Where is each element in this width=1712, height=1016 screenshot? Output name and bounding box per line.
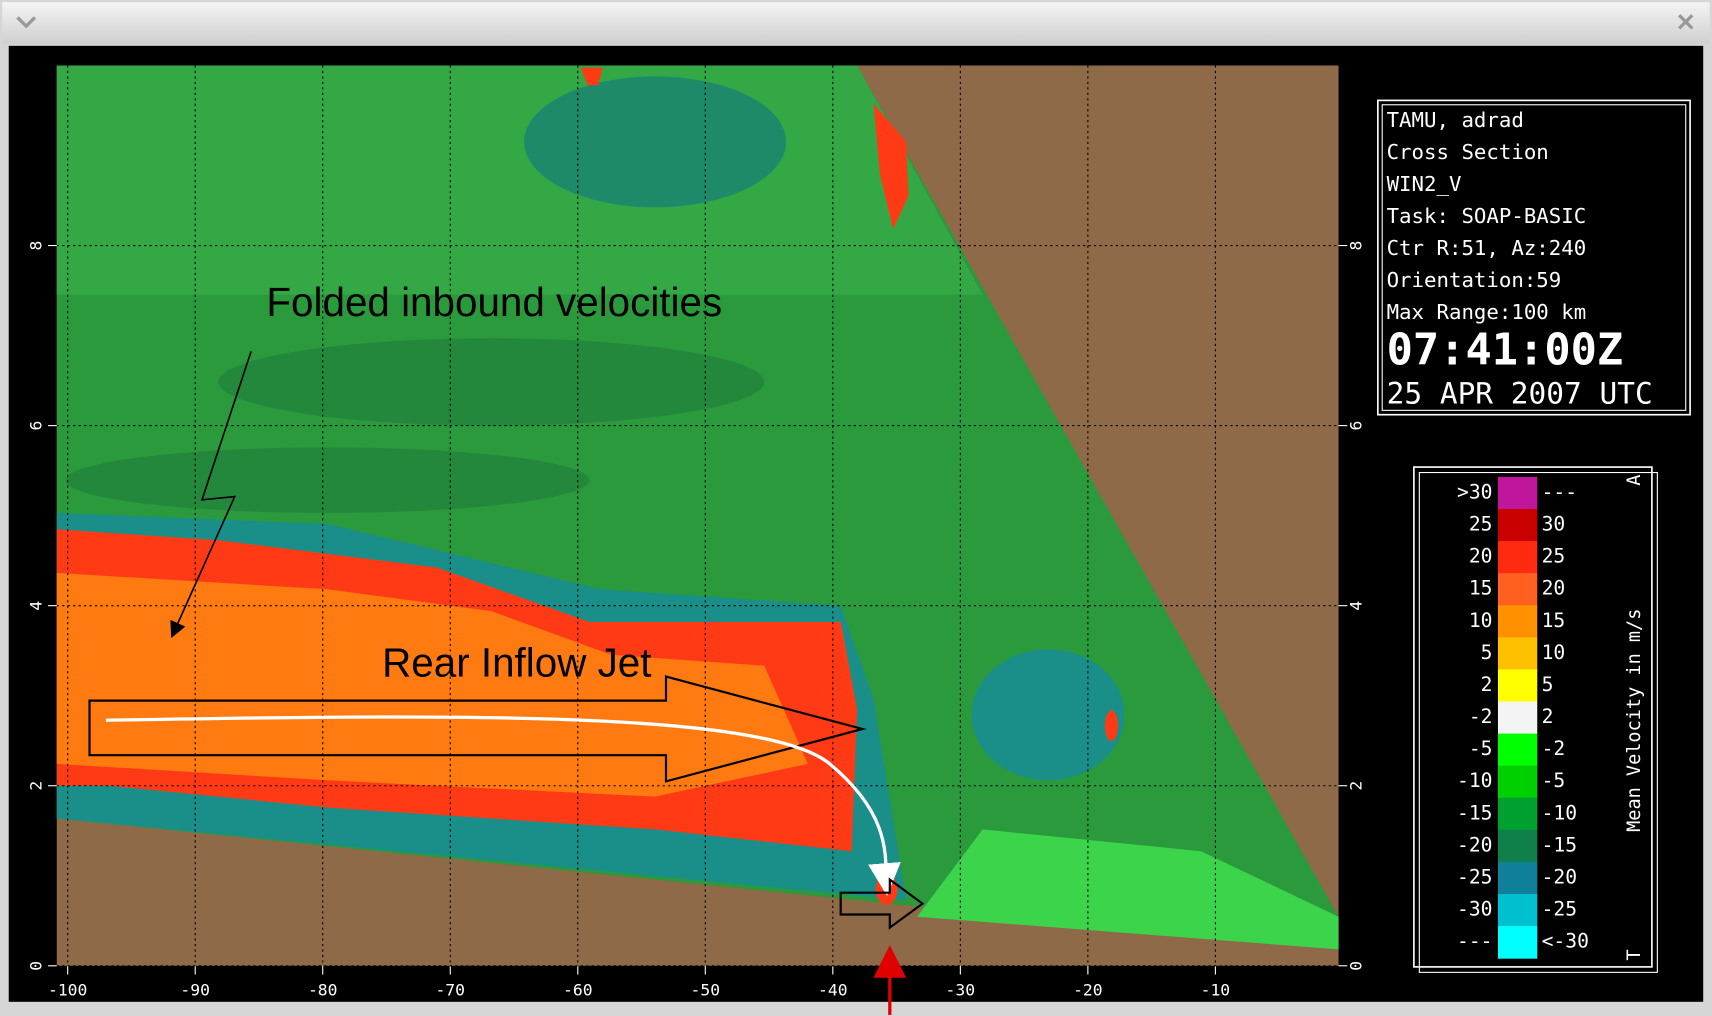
legend-label: -15 (1457, 801, 1492, 824)
legend-label: 15 (1542, 609, 1566, 632)
legend-swatch (1498, 798, 1537, 831)
legend-swatch (1498, 830, 1537, 863)
y-tick-label: 2 (27, 781, 46, 791)
y-tick-label: 0 (1347, 961, 1366, 971)
legend-swatch (1498, 862, 1537, 895)
legend-label: -15 (1542, 833, 1577, 856)
info-line: Ctr R:51, Az:240 (1387, 236, 1587, 260)
legend-label: -20 (1542, 865, 1577, 888)
legend-swatch (1498, 734, 1537, 767)
legend-label: -2 (1469, 705, 1493, 728)
x-tick-label: -60 (563, 980, 593, 999)
x-tick-label: -70 (435, 980, 465, 999)
info-line: Max Range:100 km (1387, 300, 1587, 324)
y-tick-label: 2 (1347, 781, 1366, 791)
legend-label: 2 (1481, 673, 1493, 696)
legend-swatch (1498, 573, 1537, 606)
legend-swatch (1498, 669, 1537, 702)
window: -100-90-80-70-60-50-40-30-20-10002244668… (0, 0, 1712, 1016)
legend-swatch (1498, 477, 1537, 510)
legend-label: -10 (1457, 769, 1492, 792)
legend-label: 30 (1542, 513, 1566, 536)
legend-swatch (1498, 926, 1537, 959)
info-line: Cross Section (1387, 140, 1549, 164)
legend-swatch (1498, 541, 1537, 574)
legend-swatch (1498, 701, 1537, 734)
info-line: Task: SOAP-BASIC (1387, 204, 1587, 228)
y-tick-label: 4 (27, 601, 46, 611)
info-line: WIN2_V (1387, 172, 1462, 196)
x-tick-label: -30 (946, 980, 976, 999)
legend-label: -25 (1457, 865, 1492, 888)
x-tick-label: -90 (180, 980, 210, 999)
legend-mark: T (1624, 949, 1645, 960)
x-tick-label: -50 (691, 980, 721, 999)
legend-label: -5 (1542, 769, 1566, 792)
y-tick-label: 6 (27, 421, 46, 431)
legend-swatch (1498, 605, 1537, 638)
legend-label: <-30 (1542, 930, 1589, 953)
legend-label: 20 (1542, 577, 1566, 600)
legend-title: Mean Velocity in m/s (1624, 609, 1645, 832)
info-line: TAMU, adrad (1387, 108, 1524, 132)
title-bar (2, 2, 1710, 43)
legend-swatch (1498, 766, 1537, 799)
legend-label: -10 (1542, 801, 1577, 824)
legend-label: -30 (1457, 898, 1492, 921)
annotation: Folded inbound velocities (266, 279, 722, 325)
legend-label: 25 (1469, 513, 1493, 536)
legend-label: --- (1542, 480, 1577, 503)
legend-label: -20 (1457, 833, 1492, 856)
legend-label: 10 (1542, 641, 1566, 664)
legend-swatch (1498, 637, 1537, 670)
legend-label: 5 (1542, 673, 1554, 696)
y-tick-label: 6 (1347, 421, 1366, 431)
x-tick-label: -80 (308, 980, 338, 999)
legend-label: 10 (1469, 609, 1493, 632)
legend-label: 15 (1469, 577, 1493, 600)
legend-label: -25 (1542, 898, 1577, 921)
legend-swatch (1498, 509, 1537, 542)
time: 07:41:00Z (1387, 324, 1624, 375)
x-tick-label: -40 (818, 980, 848, 999)
legend-label: 5 (1481, 641, 1493, 664)
legend-label: 20 (1469, 545, 1493, 568)
y-tick-label: 8 (1347, 241, 1366, 251)
legend-label: -2 (1542, 737, 1566, 760)
info-line: Orientation:59 (1387, 268, 1562, 292)
y-tick-label: 4 (1347, 601, 1366, 611)
legend-label: --- (1457, 930, 1492, 953)
legend-swatch (1498, 894, 1537, 927)
x-tick-label: -20 (1073, 980, 1103, 999)
y-tick-label: 8 (27, 241, 46, 251)
legend-label: -5 (1469, 737, 1493, 760)
legend-mark: A (1624, 475, 1645, 486)
radar-field (57, 65, 1339, 965)
legend-label: 25 (1542, 545, 1566, 568)
legend-label: 2 (1542, 705, 1554, 728)
x-tick-label: -10 (1201, 980, 1231, 999)
annotation: Rear Inflow Jet (382, 639, 651, 685)
y-tick-label: 0 (27, 961, 46, 971)
legend-label: >30 (1457, 480, 1492, 503)
date: 25 APR 2007 UTC (1387, 377, 1653, 411)
x-tick-label: -100 (48, 980, 87, 999)
